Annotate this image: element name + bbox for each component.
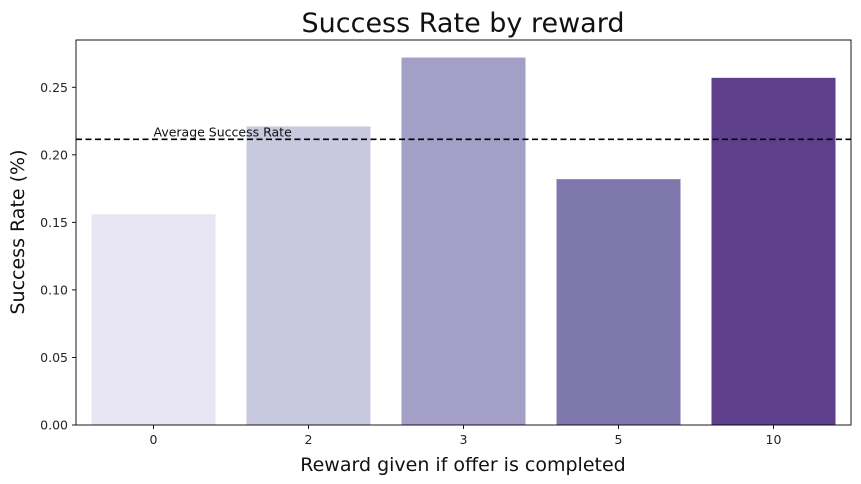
bar-5 [557, 179, 681, 425]
y-tick-label-5: 0.25 [40, 80, 68, 95]
y-axis: 0.00 0.05 0.10 0.15 0.20 0.25 [40, 80, 76, 433]
bar-0 [92, 214, 216, 425]
y-axis-title: Success Rate (%) [7, 149, 29, 314]
bar-10 [712, 78, 836, 425]
bar-2 [247, 126, 371, 425]
x-tick-label-3: 3 [460, 432, 468, 447]
x-axis: 0 2 3 5 10 [150, 425, 782, 447]
y-tick-label-0: 0.00 [40, 418, 68, 433]
bars [92, 58, 836, 425]
y-tick-label-2: 0.10 [40, 282, 68, 297]
x-tick-label-2: 2 [305, 432, 313, 447]
average-reference-label: Average Success Rate [154, 124, 293, 139]
y-tick-label-1: 0.05 [40, 350, 68, 365]
x-tick-label-5: 5 [615, 432, 623, 447]
x-tick-label-0: 0 [150, 432, 158, 447]
x-tick-label-10: 10 [766, 432, 782, 447]
y-tick-label-3: 0.15 [40, 215, 68, 230]
x-axis-title: Reward given if offer is completed [300, 454, 625, 476]
chart-title: Success Rate by reward [302, 8, 625, 39]
bar-3 [402, 58, 526, 425]
y-tick-label-4: 0.20 [40, 147, 68, 162]
